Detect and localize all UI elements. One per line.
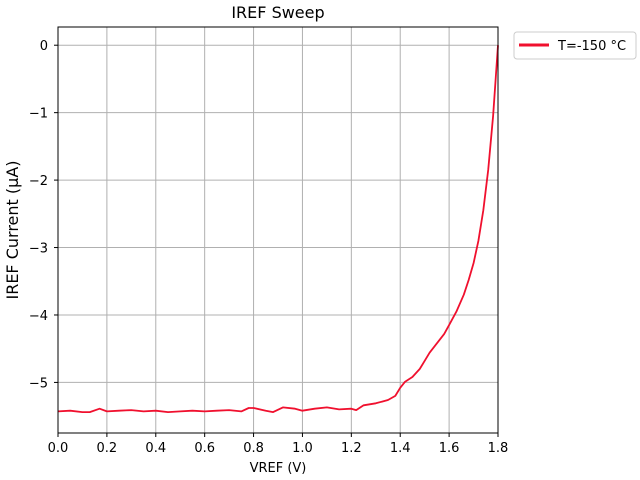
y-tick-label: −1 <box>29 107 48 122</box>
plot-frame <box>57 26 499 434</box>
legend: T=-150 °C <box>513 31 637 60</box>
x-tick-label: 1.2 <box>341 441 362 456</box>
x-tick-label: 0.8 <box>243 441 264 456</box>
x-tick-label: 1.4 <box>390 441 411 456</box>
x-axis-label: VREF (V) <box>250 461 307 476</box>
y-grid <box>58 44 498 383</box>
x-tick-label: 1.0 <box>292 441 313 456</box>
chart-title: IREF Sweep <box>231 3 324 22</box>
y-tick-label: −5 <box>29 376 48 391</box>
x-tick-label: 0.4 <box>145 441 166 456</box>
y-tick-label: 0 <box>40 39 48 54</box>
x-tick-label: 0.6 <box>194 441 215 456</box>
y-tick-label: −2 <box>29 174 48 189</box>
series-group <box>57 45 499 414</box>
x-ticks: 0.0 0.2 0.4 0.6 0.8 1.0 1.2 1.4 1.6 1.8 <box>48 433 509 456</box>
x-tick-label: 0.0 <box>48 441 69 456</box>
series-line <box>57 45 499 414</box>
y-axis-label: IREF Current (µA) <box>3 160 22 299</box>
x-tick-label: 1.6 <box>439 441 460 456</box>
x-tick-label: 1.8 <box>488 441 509 456</box>
legend-label: T=-150 °C <box>557 39 626 54</box>
y-tick-label: −4 <box>29 309 48 324</box>
legend-box <box>513 31 637 60</box>
x-tick-label: 0.2 <box>97 441 118 456</box>
y-ticks: −5 −4 −3 −2 −1 0 <box>29 39 58 391</box>
y-tick-label: −3 <box>29 242 48 257</box>
